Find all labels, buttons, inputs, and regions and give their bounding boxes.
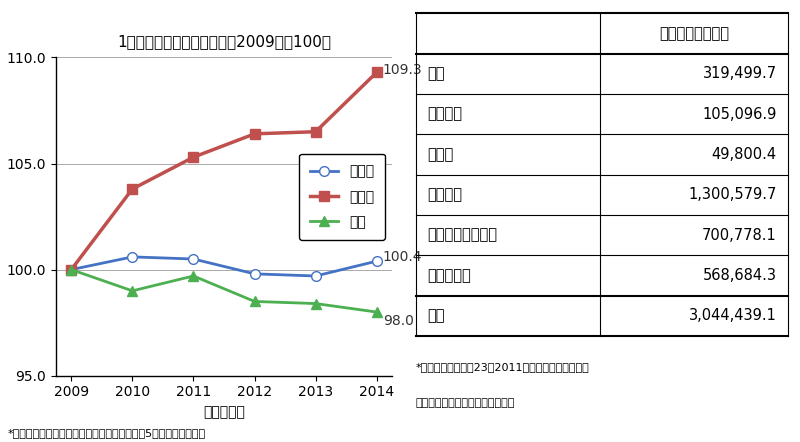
Text: *厘生労働省「毎月勤労統計調査」から作成（5人以上の事業所）: *厘生労働省「毎月勤労統計調査」から作成（5人以上の事業所） xyxy=(8,427,206,438)
Text: 100.4: 100.4 xyxy=(383,250,422,264)
全産業 xyxy=(127,254,137,259)
製造業 xyxy=(127,187,137,192)
Legend: 全産業, 製造業, 医療: 全産業, 製造業, 医療 xyxy=(299,153,385,240)
製造業 xyxy=(66,267,76,272)
Text: 700,778.1: 700,778.1 xyxy=(702,228,777,243)
製造業 xyxy=(189,155,198,160)
Text: 歯科医師: 歯科医師 xyxy=(427,107,462,122)
Text: 看護職員: 看護職員 xyxy=(427,187,462,202)
全産業 xyxy=(372,259,382,264)
Text: 98.0: 98.0 xyxy=(383,313,414,328)
Text: 105,096.9: 105,096.9 xyxy=(702,107,777,122)
医療 xyxy=(189,273,198,278)
医療 xyxy=(66,267,76,272)
医療 xyxy=(311,301,321,306)
全産業 xyxy=(189,256,198,262)
製造業 xyxy=(372,70,382,75)
Title: 1人平均月間現金給与総額（2009年＝100）: 1人平均月間現金給与総額（2009年＝100） xyxy=(117,34,331,50)
Text: 総数: 総数 xyxy=(427,308,445,323)
全産業 xyxy=(250,271,259,277)
X-axis label: （年平均）: （年平均） xyxy=(203,405,245,419)
Text: 568,684.3: 568,684.3 xyxy=(702,268,777,283)
製造業 xyxy=(311,129,321,134)
Text: 人数（常勤換算）: 人数（常勤換算） xyxy=(659,26,729,41)
Text: 薬剤師: 薬剤師 xyxy=(427,147,454,162)
Text: *厘生労働省「平成23ﾈ2011ﾉ年医療施設（静態・: *厘生労働省「平成23ﾈ2011ﾉ年医療施設（静態・ xyxy=(416,362,590,373)
Line: 全産業: 全産業 xyxy=(66,252,382,281)
Text: 事務職員等: 事務職員等 xyxy=(427,268,471,283)
Text: その他医療関係職: その他医療関係職 xyxy=(427,228,498,243)
Text: 動態ﾉ調査・病院報告」より作成: 動態ﾉ調査・病院報告」より作成 xyxy=(416,398,515,408)
Text: 1,300,579.7: 1,300,579.7 xyxy=(688,187,777,202)
Text: 319,499.7: 319,499.7 xyxy=(702,66,777,81)
Line: 製造業: 製造業 xyxy=(66,68,382,274)
Line: 医療: 医療 xyxy=(66,265,382,317)
Text: 109.3: 109.3 xyxy=(383,63,422,77)
Text: 49,800.4: 49,800.4 xyxy=(711,147,777,162)
Text: 医師: 医師 xyxy=(427,66,445,81)
製造業 xyxy=(250,131,259,137)
医療 xyxy=(372,309,382,315)
全産業 xyxy=(66,267,76,272)
医療 xyxy=(250,299,259,304)
Text: 3,044,439.1: 3,044,439.1 xyxy=(689,308,777,323)
全産業 xyxy=(311,273,321,278)
医療 xyxy=(127,288,137,293)
